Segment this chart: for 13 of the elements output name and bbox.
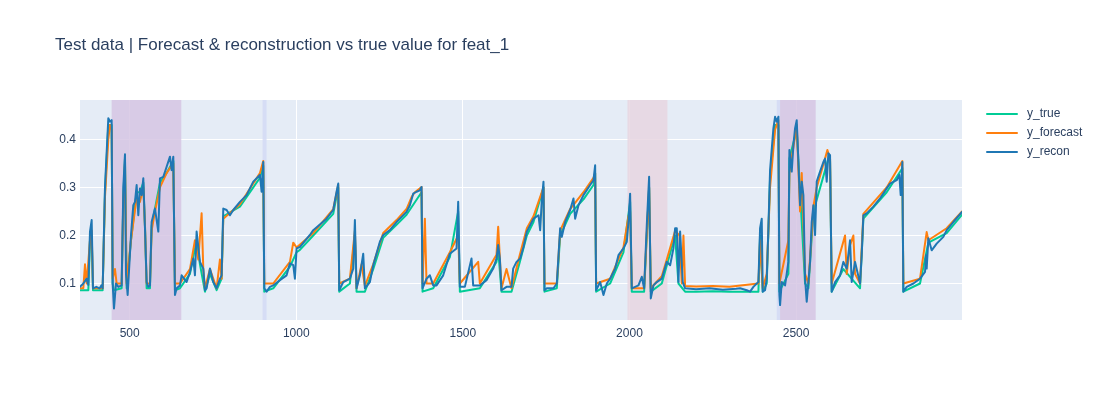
legend-label: y_true xyxy=(1027,106,1061,121)
x-tick-label: 1000 xyxy=(282,325,310,340)
chart-title: Test data | Forecast & reconstruction vs true value for feat_1 xyxy=(55,34,510,54)
y-tick-label: 0.4 xyxy=(59,131,77,146)
x-tick-label: 500 xyxy=(119,325,140,340)
x-tick-label: 2500 xyxy=(782,325,810,340)
x-tick-label: 1500 xyxy=(449,325,477,340)
legend-label: y_forecast xyxy=(1027,125,1084,140)
x-tick-label: 2000 xyxy=(616,325,644,340)
y-tick-label: 0.1 xyxy=(59,275,77,290)
y-tick-label: 0.2 xyxy=(59,227,77,242)
y-tick-label: 0.3 xyxy=(59,179,77,194)
legend-label: y_recon xyxy=(1027,144,1070,159)
